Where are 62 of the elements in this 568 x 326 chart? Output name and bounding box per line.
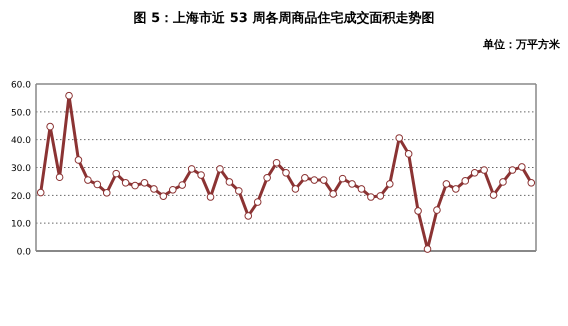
point xyxy=(65,92,73,100)
y-tick-label: 10.0 xyxy=(10,220,32,230)
point xyxy=(102,189,111,197)
point xyxy=(74,156,82,164)
point xyxy=(206,193,214,201)
y-tick-label: 20.0 xyxy=(10,192,32,202)
point xyxy=(329,190,337,198)
point xyxy=(168,186,177,194)
point xyxy=(424,245,432,253)
point xyxy=(216,165,224,173)
point xyxy=(404,150,412,158)
point xyxy=(301,174,309,182)
point xyxy=(527,179,536,187)
point xyxy=(320,176,328,184)
point xyxy=(226,178,234,186)
point xyxy=(197,171,205,179)
point xyxy=(452,185,460,193)
point xyxy=(112,170,120,178)
y-tick-label: 60.0 xyxy=(10,80,32,90)
point xyxy=(46,122,54,130)
y-tick-label: 50.0 xyxy=(10,108,32,118)
point xyxy=(433,206,441,214)
point xyxy=(414,207,422,215)
point xyxy=(84,176,92,184)
point xyxy=(461,177,470,185)
point xyxy=(188,165,196,173)
y-tick-label: 40.0 xyxy=(10,136,32,146)
chart-title: 图 5：上海市近 53 周各周商品住宅成交面积走势图 xyxy=(134,10,434,26)
point xyxy=(94,180,102,188)
point xyxy=(386,180,394,188)
point xyxy=(310,176,318,184)
point xyxy=(518,163,526,171)
point xyxy=(470,168,478,177)
point xyxy=(122,179,130,187)
point xyxy=(442,180,450,188)
point xyxy=(499,178,507,186)
point xyxy=(376,192,384,200)
point xyxy=(160,192,168,200)
point xyxy=(282,168,290,177)
point xyxy=(367,193,375,201)
point xyxy=(263,174,271,182)
point xyxy=(131,182,139,190)
point xyxy=(140,179,148,187)
y-tick-label: 30.0 xyxy=(10,164,32,174)
point xyxy=(480,166,488,174)
point xyxy=(56,173,64,182)
point xyxy=(244,212,252,220)
point xyxy=(338,174,346,182)
point xyxy=(358,185,366,193)
point xyxy=(395,134,404,142)
point xyxy=(178,181,186,189)
point xyxy=(348,180,356,188)
point xyxy=(36,188,45,196)
point xyxy=(235,187,243,195)
point xyxy=(490,191,498,199)
point xyxy=(508,166,516,174)
point xyxy=(150,185,158,193)
point xyxy=(254,198,262,206)
y-tick-label: 0.0 xyxy=(16,248,32,258)
point xyxy=(292,185,300,193)
point xyxy=(272,158,280,167)
text: 单位：万平方米 xyxy=(482,38,561,51)
